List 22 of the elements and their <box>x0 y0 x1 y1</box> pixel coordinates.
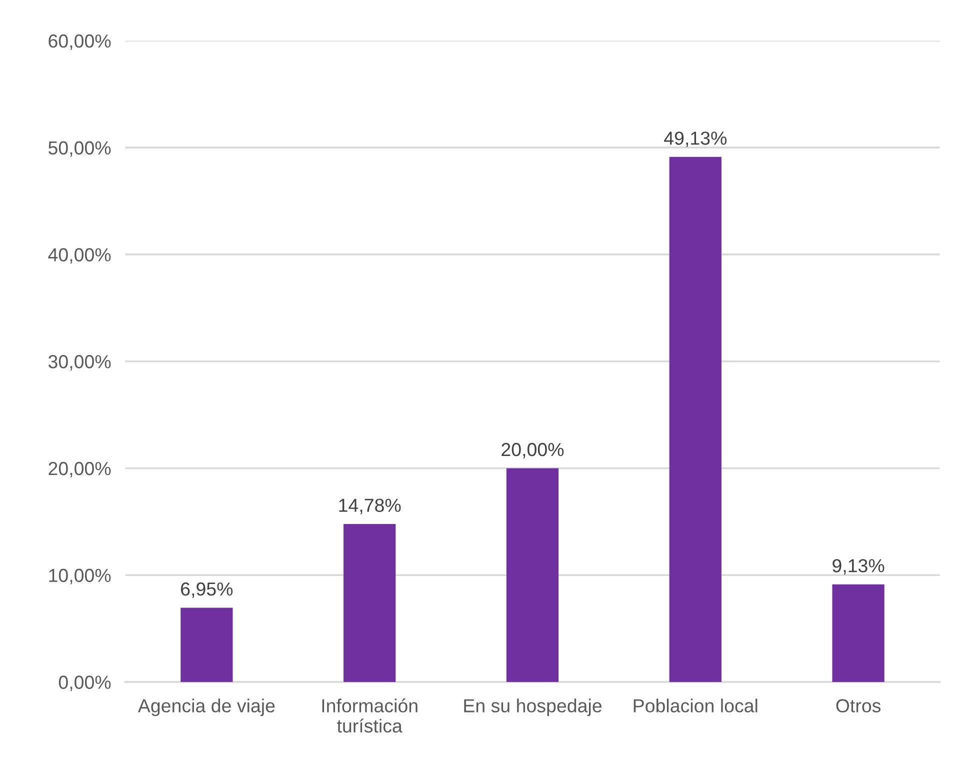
y-tick-label: 20,00% <box>48 462 111 478</box>
data-label: 9,13% <box>832 559 884 575</box>
bar <box>506 468 559 682</box>
bar <box>180 608 233 682</box>
bar <box>669 156 722 682</box>
data-label: 49,13% <box>664 132 727 148</box>
x-tick-label: En su hospedaje <box>464 698 602 716</box>
y-tick-label: 0,00% <box>58 676 111 692</box>
y-tick-label: 40,00% <box>48 248 111 264</box>
x-tick-label: Agencia de viaje <box>138 698 275 716</box>
bar <box>832 584 884 682</box>
data-label: 14,78% <box>339 498 401 514</box>
y-tick-label: 30,00% <box>48 355 111 371</box>
x-tick-label: Información turística <box>322 698 418 733</box>
y-tick-label: 60,00% <box>48 34 111 50</box>
data-label: 20,00% <box>502 442 564 458</box>
data-label: 6,95% <box>181 582 233 598</box>
y-tick-label: 50,00% <box>48 141 111 157</box>
x-tick-label: Poblacion local <box>634 698 758 712</box>
y-tick-label: 10,00% <box>49 568 111 584</box>
x-tick-label: Otros <box>836 699 881 712</box>
bar <box>344 524 396 682</box>
